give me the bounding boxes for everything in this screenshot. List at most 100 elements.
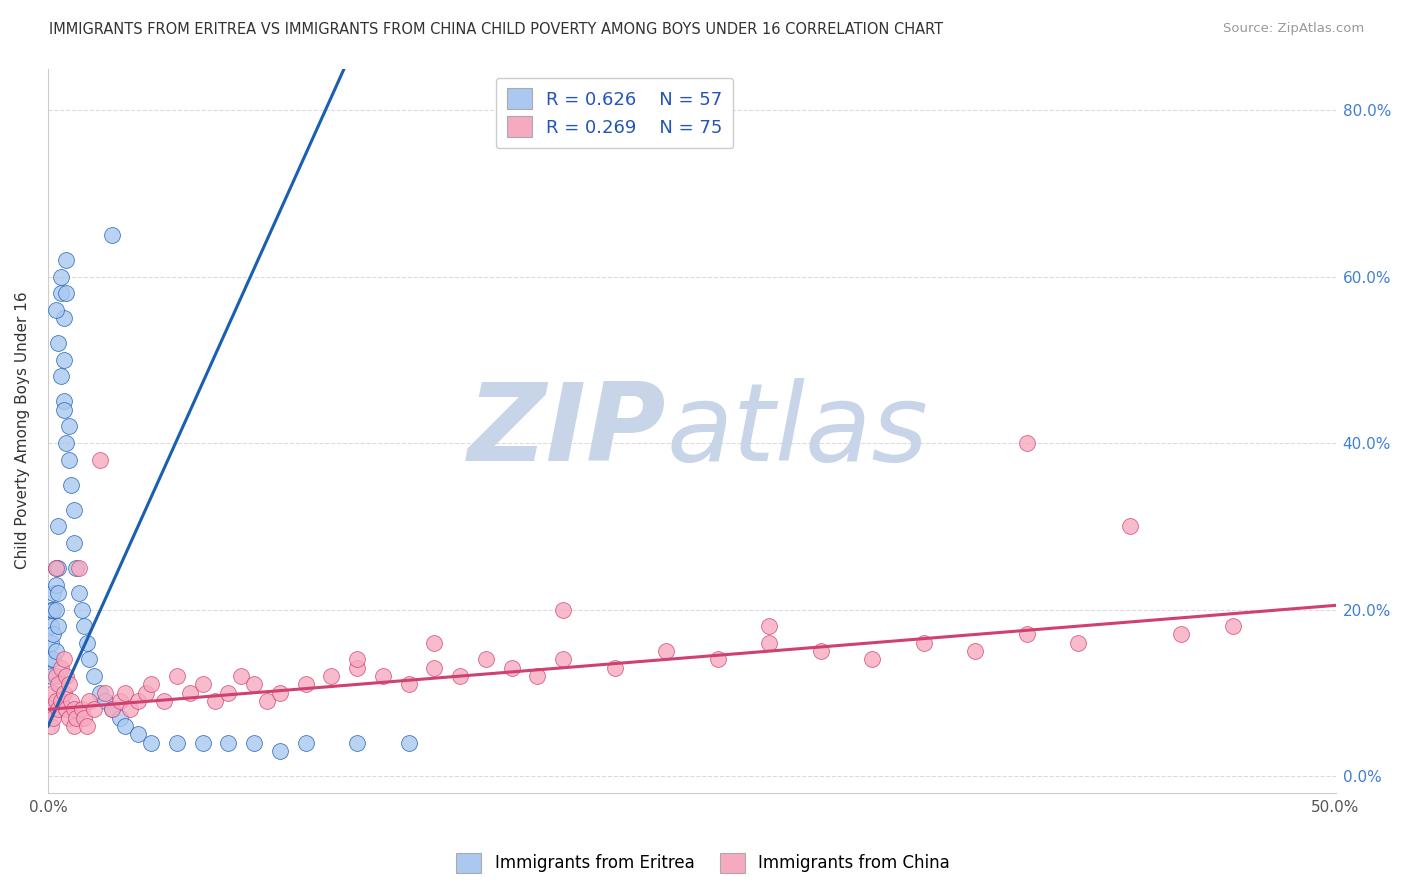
Point xyxy=(603,661,626,675)
Point xyxy=(39,669,62,683)
Point xyxy=(655,644,678,658)
Point xyxy=(346,661,368,675)
Point xyxy=(49,661,72,675)
Point xyxy=(42,686,65,700)
Point xyxy=(48,677,70,691)
Point xyxy=(758,619,780,633)
Point xyxy=(101,227,124,242)
Point xyxy=(551,602,574,616)
Point xyxy=(127,727,149,741)
Point xyxy=(48,519,70,533)
Point xyxy=(42,627,65,641)
Text: atlas: atlas xyxy=(666,378,928,483)
Point xyxy=(67,586,90,600)
Point xyxy=(58,711,80,725)
Point xyxy=(77,694,100,708)
Point xyxy=(39,702,62,716)
Text: Source: ZipAtlas.com: Source: ZipAtlas.com xyxy=(1223,22,1364,36)
Point xyxy=(114,686,136,700)
Point xyxy=(77,652,100,666)
Point xyxy=(65,561,87,575)
Point xyxy=(83,702,105,716)
Legend: R = 0.626    N = 57, R = 0.269    N = 75: R = 0.626 N = 57, R = 0.269 N = 75 xyxy=(496,78,734,148)
Point xyxy=(52,686,75,700)
Point xyxy=(1015,436,1038,450)
Point xyxy=(179,686,201,700)
Point xyxy=(89,686,111,700)
Point xyxy=(217,736,239,750)
Point xyxy=(243,677,266,691)
Point xyxy=(269,744,291,758)
Point xyxy=(55,702,77,716)
Text: IMMIGRANTS FROM ERITREA VS IMMIGRANTS FROM CHINA CHILD POVERTY AMONG BOYS UNDER : IMMIGRANTS FROM ERITREA VS IMMIGRANTS FR… xyxy=(49,22,943,37)
Point xyxy=(398,677,420,691)
Point xyxy=(52,311,75,326)
Point xyxy=(120,702,142,716)
Point xyxy=(191,677,214,691)
Point xyxy=(39,652,62,666)
Point xyxy=(58,677,80,691)
Point xyxy=(963,644,986,658)
Point xyxy=(52,652,75,666)
Point xyxy=(346,652,368,666)
Point xyxy=(371,669,394,683)
Point xyxy=(45,602,67,616)
Point xyxy=(52,352,75,367)
Point xyxy=(810,644,832,658)
Point xyxy=(39,602,62,616)
Point xyxy=(39,636,62,650)
Point xyxy=(191,736,214,750)
Point xyxy=(48,619,70,633)
Point xyxy=(49,269,72,284)
Point xyxy=(153,694,176,708)
Point xyxy=(42,711,65,725)
Point xyxy=(52,402,75,417)
Point xyxy=(55,669,77,683)
Point xyxy=(42,652,65,666)
Point xyxy=(62,719,84,733)
Point xyxy=(1170,627,1192,641)
Point xyxy=(398,736,420,750)
Point xyxy=(135,686,157,700)
Point xyxy=(70,602,93,616)
Point xyxy=(76,636,98,650)
Point xyxy=(294,677,316,691)
Point xyxy=(73,711,96,725)
Point xyxy=(62,536,84,550)
Point xyxy=(217,686,239,700)
Point xyxy=(758,636,780,650)
Point xyxy=(45,561,67,575)
Point xyxy=(706,652,728,666)
Point xyxy=(93,686,115,700)
Point xyxy=(42,602,65,616)
Point xyxy=(551,652,574,666)
Point xyxy=(62,702,84,716)
Point xyxy=(83,669,105,683)
Point xyxy=(423,661,446,675)
Point xyxy=(526,669,548,683)
Point xyxy=(127,694,149,708)
Point xyxy=(346,736,368,750)
Point xyxy=(139,736,162,750)
Point xyxy=(45,669,67,683)
Point xyxy=(139,677,162,691)
Point xyxy=(166,669,188,683)
Point xyxy=(70,702,93,716)
Point xyxy=(48,561,70,575)
Point xyxy=(55,252,77,267)
Point xyxy=(101,702,124,716)
Point xyxy=(42,586,65,600)
Point xyxy=(55,286,77,301)
Point xyxy=(501,661,523,675)
Y-axis label: Child Poverty Among Boys Under 16: Child Poverty Among Boys Under 16 xyxy=(15,292,30,569)
Point xyxy=(166,736,188,750)
Point xyxy=(45,694,67,708)
Point xyxy=(93,694,115,708)
Point xyxy=(67,561,90,575)
Point xyxy=(423,636,446,650)
Point xyxy=(256,694,278,708)
Point xyxy=(108,694,131,708)
Point xyxy=(73,619,96,633)
Point xyxy=(45,577,67,591)
Legend: Immigrants from Eritrea, Immigrants from China: Immigrants from Eritrea, Immigrants from… xyxy=(450,847,956,880)
